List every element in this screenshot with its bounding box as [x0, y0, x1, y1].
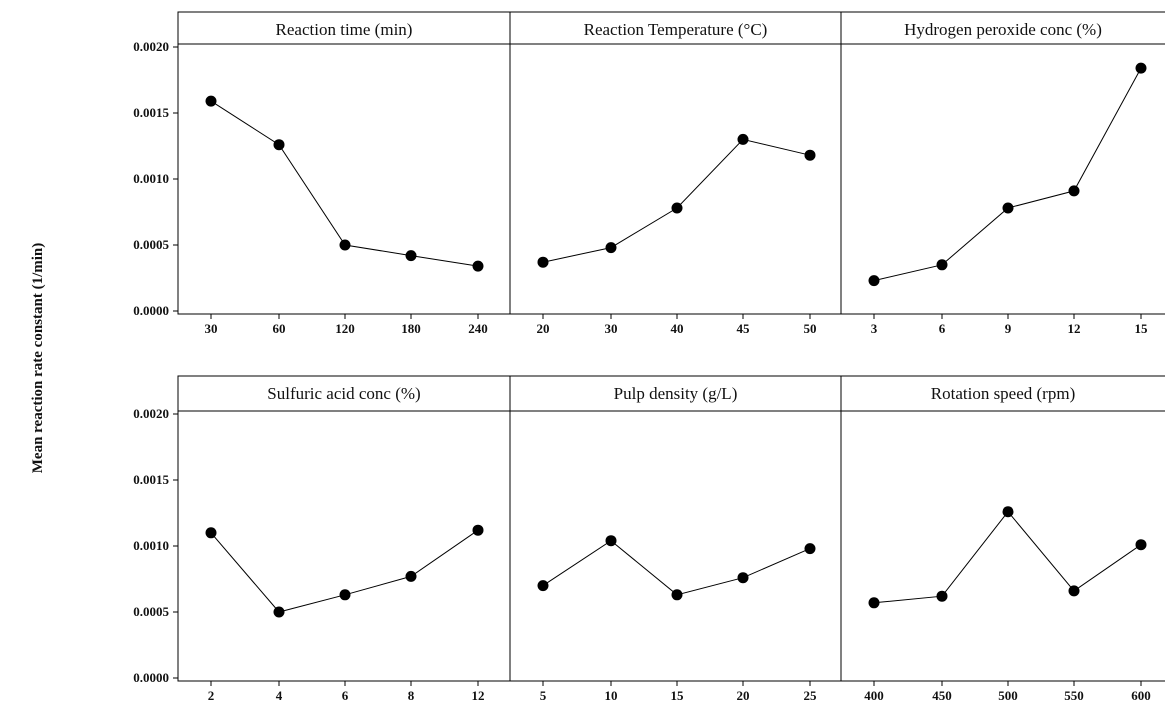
y-tick-label: 0.0010: [133, 171, 169, 186]
data-point: [936, 590, 948, 602]
data-point: [205, 527, 217, 539]
data-point: [605, 242, 617, 254]
data-point: [868, 275, 880, 287]
y-tick-label: 0.0020: [133, 406, 169, 421]
panel-title: Pulp density (g/L): [614, 384, 738, 403]
y-tick-label: 0.0000: [133, 303, 169, 318]
x-tick-label: 500: [998, 688, 1018, 703]
data-point: [1068, 585, 1080, 597]
panel-title: Sulfuric acid conc (%): [267, 384, 420, 403]
data-point: [339, 589, 351, 601]
series-line: [873, 510, 1142, 604]
panel-row-frame: [177, 375, 1165, 682]
y-tick-label: 0.0020: [133, 39, 169, 54]
data-point: [804, 149, 816, 161]
x-tick-label: 2: [208, 688, 215, 703]
x-tick-label: 240: [468, 321, 488, 336]
data-point: [537, 256, 549, 268]
x-tick-label: 8: [408, 688, 415, 703]
data-point: [273, 139, 285, 151]
data-point: [205, 95, 217, 107]
x-tick-label: 30: [205, 321, 218, 336]
panel-1: Reaction time (min) 30 60 120 180 240: [205, 20, 488, 336]
panel-title: Reaction Temperature (°C): [584, 20, 768, 39]
data-point: [868, 597, 880, 609]
data-point: [1135, 539, 1147, 551]
data-point: [1002, 202, 1014, 214]
data-point: [737, 572, 749, 584]
data-point: [339, 239, 351, 251]
x-tick-label: 20: [737, 688, 750, 703]
x-tick-label: 3: [871, 321, 878, 336]
series-line: [542, 540, 811, 596]
y-axis-label: Mean reaction rate constant (1/min): [30, 243, 46, 474]
panel-title: Reaction time (min): [276, 20, 413, 39]
x-tick-label: 12: [472, 688, 485, 703]
panel-2: Reaction Temperature (°C) 20 30 40 45 50: [537, 20, 817, 336]
x-tick-label: 180: [401, 321, 421, 336]
x-tick-label: 9: [1005, 321, 1012, 336]
data-point: [537, 580, 549, 592]
panel-title: Hydrogen peroxide conc (%): [904, 20, 1102, 39]
panel-title: Rotation speed (rpm): [931, 384, 1075, 403]
data-point: [1002, 506, 1014, 518]
x-tick-label: 25: [804, 688, 818, 703]
y-tick-label: 0.0005: [133, 604, 169, 619]
panel-3: Hydrogen peroxide conc (%) 3 6 9 12 15: [868, 20, 1149, 336]
x-tick-label: 15: [1135, 321, 1149, 336]
data-point: [671, 589, 683, 601]
x-tick-label: 400: [864, 688, 884, 703]
x-tick-label: 6: [342, 688, 349, 703]
x-tick-label: 15: [671, 688, 685, 703]
data-point: [472, 524, 484, 536]
panel-row-2: 0.0000 0.0005 0.0010 0.0015 0.0020 Sulfuric a…: [133, 375, 1165, 703]
data-point: [671, 202, 683, 214]
x-tick-label: 6: [939, 321, 946, 336]
x-tick-label: 20: [537, 321, 550, 336]
data-point: [472, 260, 484, 272]
series-line: [873, 67, 1142, 282]
x-tick-label: 4: [276, 688, 283, 703]
data-point: [737, 133, 749, 145]
data-point: [605, 535, 617, 547]
data-point: [405, 250, 417, 262]
x-tick-label: 60: [273, 321, 286, 336]
x-tick-label: 12: [1068, 321, 1081, 336]
x-tick-label: 600: [1131, 688, 1151, 703]
y-tick-label: 0.0015: [133, 472, 169, 487]
y-tick-label: 0.0005: [133, 237, 169, 252]
x-tick-label: 30: [605, 321, 618, 336]
x-tick-label: 120: [335, 321, 355, 336]
data-point: [273, 606, 285, 618]
data-point: [405, 570, 417, 582]
panel-4: Sulfuric acid conc (%) 2 4 6 8 12: [205, 384, 485, 703]
x-tick-label: 450: [932, 688, 952, 703]
x-tick-label: 40: [671, 321, 684, 336]
x-tick-label: 5: [540, 688, 547, 703]
y-tick-label: 0.0015: [133, 105, 169, 120]
data-point: [1068, 185, 1080, 197]
x-tick-label: 550: [1064, 688, 1084, 703]
panel-5: Pulp density (g/L) 5 10 15 20 25: [537, 384, 818, 703]
series-line: [542, 138, 811, 263]
data-point: [804, 543, 816, 555]
x-tick-label: 50: [804, 321, 817, 336]
data-point: [1135, 62, 1147, 74]
panel-6: Rotation speed (rpm) 400 450 500 550 600: [864, 384, 1151, 703]
x-tick-label: 45: [737, 321, 751, 336]
y-tick-label: 0.0000: [133, 670, 169, 685]
y-tick-label: 0.0010: [133, 538, 169, 553]
panel-row-frame: [177, 11, 1165, 315]
x-tick-label: 10: [605, 688, 618, 703]
data-point: [936, 259, 948, 271]
panel-row-1: 0.0000 0.0005 0.0010 0.0015 0.0020 Reaction t…: [133, 11, 1165, 336]
